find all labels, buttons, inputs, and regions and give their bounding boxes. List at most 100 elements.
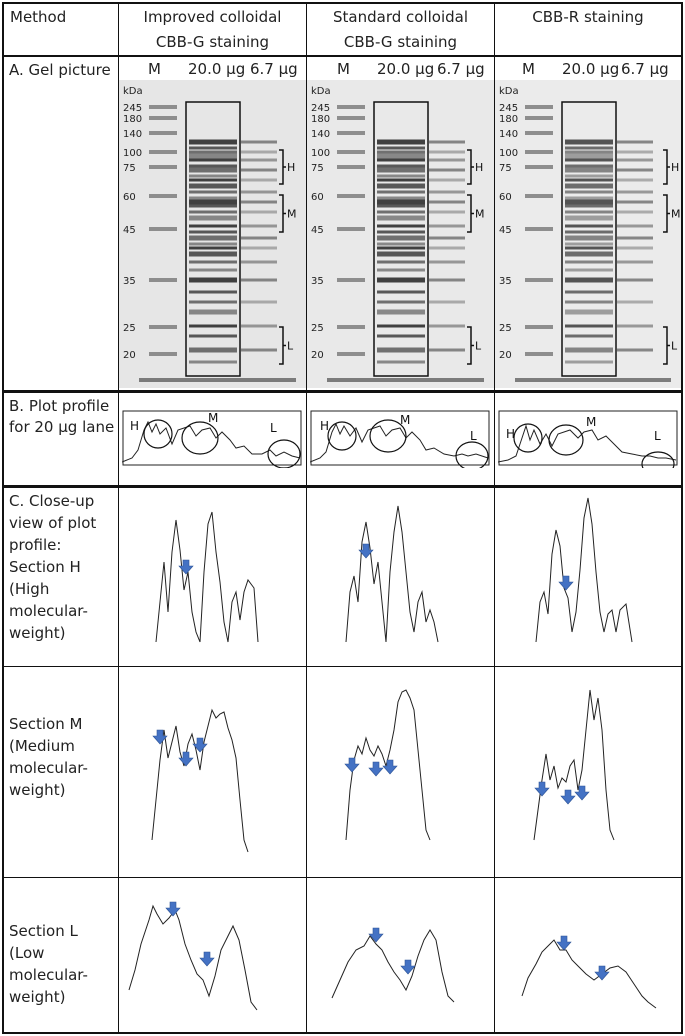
protein-band	[429, 224, 465, 228]
row-divider-h	[2, 666, 683, 667]
marker-band	[149, 325, 177, 329]
protein-band	[377, 309, 425, 315]
protein-band	[377, 230, 425, 234]
protein-band	[189, 167, 237, 173]
lane-box	[373, 101, 429, 377]
marker-band	[525, 278, 553, 282]
protein-band	[377, 242, 425, 246]
down-arrow-icon	[558, 575, 574, 591]
down-arrow-icon	[368, 761, 384, 777]
protein-band	[377, 277, 425, 283]
protein-band	[377, 178, 425, 182]
protein-band	[617, 190, 653, 194]
profile-label: H	[506, 427, 515, 441]
marker-label: 25	[123, 323, 136, 334]
protein-band	[377, 146, 425, 150]
protein-band	[617, 236, 653, 240]
protein-band	[565, 360, 613, 364]
marker-band	[525, 325, 553, 329]
down-arrow-icon	[560, 789, 576, 805]
protein-band	[429, 236, 465, 240]
closeup-trace	[128, 904, 258, 1011]
protein-band	[241, 150, 277, 154]
marker-band	[149, 278, 177, 282]
closeup-trace	[345, 689, 431, 841]
profile-label: L	[470, 429, 477, 443]
bracket-label: M	[671, 208, 681, 221]
header-col3: CBB-R staining	[532, 8, 644, 26]
row-divider-b	[2, 485, 683, 488]
protein-band	[565, 215, 613, 221]
protein-band	[565, 268, 613, 272]
marker-label: 60	[499, 192, 512, 203]
profile-frame	[498, 410, 678, 466]
marker-band	[337, 278, 365, 282]
profile-frame	[310, 410, 490, 466]
protein-band	[241, 236, 277, 240]
marker-label: 180	[311, 114, 330, 125]
protein-band	[377, 199, 425, 205]
protein-band	[189, 309, 237, 315]
plot-profile-cbbr: H M L	[498, 410, 678, 468]
protein-band	[377, 196, 425, 200]
profile-trace	[122, 420, 301, 463]
marker-band	[525, 150, 553, 154]
protein-band	[429, 190, 465, 194]
marker-band	[337, 352, 365, 356]
protein-band	[565, 153, 613, 159]
closeup-trace	[533, 689, 615, 841]
protein-band	[617, 348, 653, 352]
closeup-trace	[155, 511, 259, 643]
protein-band	[377, 215, 425, 221]
protein-band	[189, 334, 237, 338]
closeup-m-standard	[344, 689, 431, 841]
marker-label: 245	[123, 103, 142, 114]
protein-band	[241, 178, 277, 182]
protein-band	[377, 153, 425, 159]
marker-band	[149, 227, 177, 231]
protein-band	[429, 168, 465, 172]
profile-label: M	[586, 415, 596, 429]
marker-label: 100	[123, 148, 142, 159]
protein-band	[565, 309, 613, 315]
protein-band	[189, 215, 237, 221]
protein-band	[377, 347, 425, 353]
lane-box	[561, 101, 617, 377]
protein-band	[377, 251, 425, 257]
protein-band	[565, 164, 613, 168]
profile-trace	[310, 422, 489, 463]
protein-band	[189, 210, 237, 214]
gel-background	[307, 80, 494, 388]
marker-band	[337, 194, 365, 198]
marker-label: 45	[123, 225, 136, 236]
protein-band	[189, 146, 237, 150]
protein-band	[377, 300, 425, 304]
closeup-trace	[521, 939, 657, 1009]
protein-band	[377, 268, 425, 272]
protein-band	[565, 204, 613, 208]
marker-label: 75	[123, 163, 136, 174]
protein-band	[377, 210, 425, 214]
profile-circle	[369, 419, 407, 453]
lane-label-20ug: 20.0 µg	[562, 60, 620, 78]
header-col1-line1: Improved colloidal	[143, 8, 282, 26]
marker-band	[525, 194, 553, 198]
profile-circle	[143, 419, 173, 449]
marker-band	[337, 325, 365, 329]
protein-band	[189, 224, 237, 228]
gel-panel-improved: kDa 245 180 140 100 75 60 45 35 25 20 H M L	[119, 80, 306, 388]
marker-label: 75	[311, 163, 324, 174]
lane-label-marker: M	[522, 60, 535, 78]
down-arrow-icon	[165, 901, 181, 917]
gel-panel-cbbr: kDa 245 180 140 100 75 60 45 35 25 20 H M L	[495, 80, 681, 388]
marker-label: 245	[311, 103, 330, 114]
closeup-h-cbbr	[535, 497, 633, 643]
protein-band	[429, 210, 465, 214]
protein-band	[565, 146, 613, 150]
closeup-m-cbbr	[533, 689, 615, 841]
down-arrow-icon	[199, 951, 215, 967]
gel-edge	[515, 378, 671, 382]
